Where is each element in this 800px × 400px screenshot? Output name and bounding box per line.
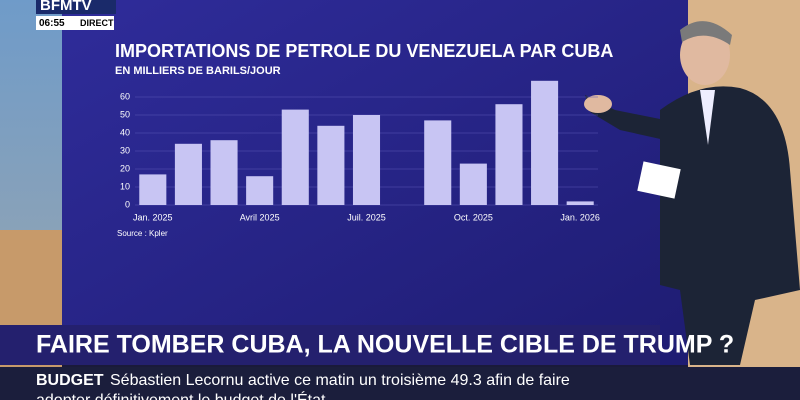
chart-title: IMPORTATIONS DE PETROLE DU VENEZUELA PAR… xyxy=(115,41,613,61)
x-tick-label: Jan. 2025 xyxy=(133,212,173,222)
bar xyxy=(281,109,309,205)
bar xyxy=(566,201,594,205)
bar xyxy=(424,120,452,205)
chart-source: Source : Kpler xyxy=(117,229,168,238)
y-tick-label: 50 xyxy=(120,109,130,119)
presenter-head xyxy=(680,25,730,85)
headline-bar xyxy=(0,325,660,365)
presenter-hair xyxy=(680,21,732,45)
live-label: DIRECT xyxy=(80,18,114,28)
bar xyxy=(531,80,559,205)
x-tick-label: Avril 2025 xyxy=(240,212,280,222)
bar xyxy=(139,174,167,205)
y-tick-label: 20 xyxy=(120,163,130,173)
logo-box xyxy=(36,0,116,14)
y-tick-label: 40 xyxy=(120,127,130,137)
y-tick-label: 0 xyxy=(125,199,130,209)
x-tick-label: Juil. 2025 xyxy=(347,212,386,222)
bar xyxy=(317,125,345,205)
ticker-label: BUDGET xyxy=(36,372,104,389)
ticker-text: Sébastien Lecornu active ce matin un tro… xyxy=(110,372,570,389)
presenter-shirt xyxy=(700,90,715,145)
bar xyxy=(174,143,202,205)
bar xyxy=(352,115,381,205)
bar xyxy=(495,104,523,205)
channel-logo: BFMTV xyxy=(40,0,92,14)
clock: 06:55 xyxy=(39,18,65,29)
ticker-text: adopter définitivement le budget de l'Ét… xyxy=(36,390,326,400)
bar xyxy=(210,140,238,205)
presenter xyxy=(584,21,800,365)
presenter-suit xyxy=(660,86,800,365)
y-tick-label: 30 xyxy=(120,145,130,155)
bar xyxy=(246,176,274,205)
y-tick-label: 60 xyxy=(120,91,130,101)
chart-subtitle: EN MILLIERS DE BARILS/JOUR xyxy=(115,65,281,77)
bar xyxy=(459,163,487,205)
y-tick-label: 10 xyxy=(120,181,130,191)
presenter-hand xyxy=(584,95,612,113)
x-tick-label: Jan. 2026 xyxy=(560,212,600,222)
clock-box xyxy=(36,16,114,30)
ticker-bar xyxy=(0,367,800,400)
headline: FAIRE TOMBER CUBA, LA NOUVELLE CIBLE DE … xyxy=(36,331,734,359)
presenter-papers xyxy=(637,161,681,199)
x-tick-label: Oct. 2025 xyxy=(454,212,493,222)
